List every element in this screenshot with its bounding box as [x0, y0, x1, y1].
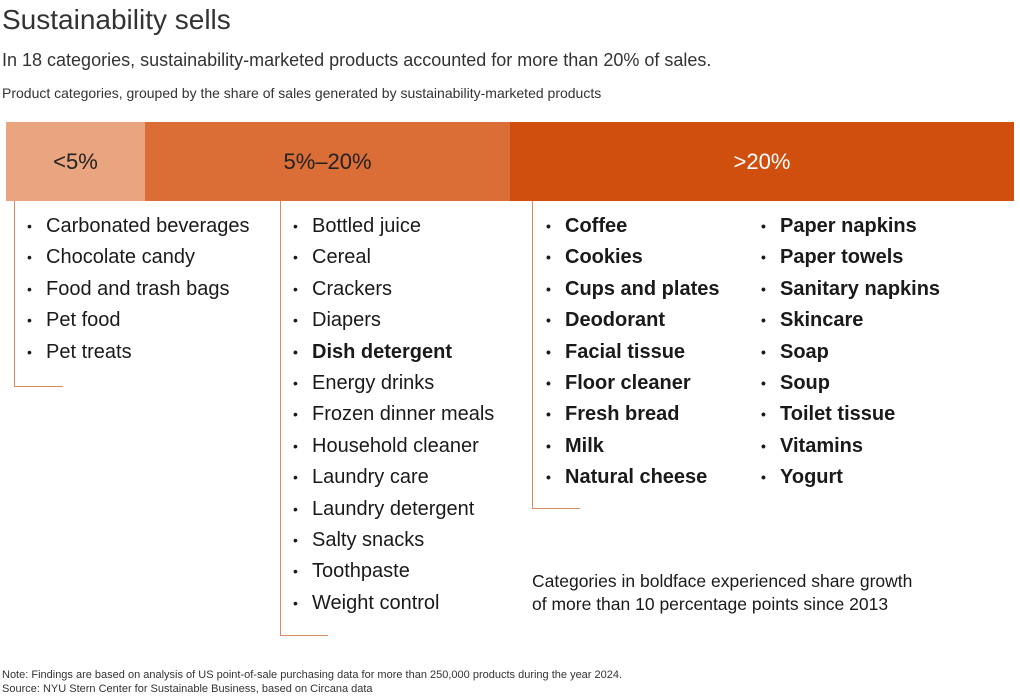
- list-item: Chocolate candy: [27, 242, 249, 274]
- source-text: Source: NYU Stern Center for Sustainable…: [2, 683, 373, 695]
- list-over-20-percent-col1: Coffee Cookies Cups and plates Deodorant…: [546, 211, 719, 494]
- list-over-20-percent-col2: Paper napkins Paper towels Sanitary napk…: [761, 211, 940, 494]
- list-item: Laundry care: [293, 462, 494, 494]
- band-5-to-20-percent-label: 5%–20%: [283, 148, 372, 174]
- list-5-to-20-percent: Bottled juice Cereal Crackers Diapers Di…: [293, 211, 494, 619]
- list-item-bold: Vitamins: [761, 431, 940, 463]
- list-item: Toothpaste: [293, 556, 494, 588]
- boldface-legend-line-2: of more than 10 percentage points since …: [532, 594, 889, 614]
- band-over-20-percent-label: >20%: [733, 148, 791, 174]
- list-item: Weight control: [293, 588, 494, 620]
- list-item-bold: Yogurt: [761, 462, 940, 494]
- list-item-bold: Deodorant: [546, 305, 719, 337]
- list-item: Household cleaner: [293, 431, 494, 463]
- list-item-bold: Dish detergent: [293, 337, 494, 369]
- list-item: Food and trash bags: [27, 274, 249, 306]
- subtitle: In 18 categories, sustainability-markete…: [2, 50, 712, 70]
- list-item: Frozen dinner meals: [293, 399, 494, 431]
- boldface-legend-line-1: Categories in boldface experienced share…: [532, 571, 913, 591]
- band-over-20-percent: >20%: [510, 122, 1014, 201]
- note-text: Note: Findings are based on analysis of …: [2, 669, 623, 681]
- list-item: Salty snacks: [293, 525, 494, 557]
- list-item-bold: Paper napkins: [761, 211, 940, 243]
- list-item-bold: Natural cheese: [546, 462, 719, 494]
- list-item: Cereal: [293, 242, 494, 274]
- list-item-bold: Cookies: [546, 242, 719, 274]
- list-item-bold: Cups and plates: [546, 274, 719, 306]
- chart-description: Product categories, grouped by the share…: [2, 85, 602, 101]
- bracket-under-5-percent: [14, 201, 63, 387]
- band-under-5-percent: <5%: [6, 122, 145, 201]
- list-item: Carbonated beverages: [27, 211, 249, 243]
- list-item-bold: Milk: [546, 431, 719, 463]
- list-item: Diapers: [293, 305, 494, 337]
- list-item-bold: Soap: [761, 337, 940, 369]
- list-item-bold: Floor cleaner: [546, 368, 719, 400]
- list-item: Bottled juice: [293, 211, 494, 243]
- page-title: Sustainability sells: [2, 4, 231, 35]
- band-5-to-20-percent: 5%–20%: [145, 122, 510, 201]
- list-item-bold: Sanitary napkins: [761, 274, 940, 306]
- list-item-bold: Toilet tissue: [761, 399, 940, 431]
- list-item-bold: Skincare: [761, 305, 940, 337]
- bracket-over-20-percent: [532, 201, 580, 509]
- bracket-5-to-20-percent: [280, 201, 328, 636]
- list-item-bold: Paper towels: [761, 242, 940, 274]
- list-item-bold: Coffee: [546, 211, 719, 243]
- list-item: Laundry detergent: [293, 494, 494, 526]
- list-under-5-percent: Carbonated beverages Chocolate candy Foo…: [27, 211, 249, 368]
- list-item: Pet food: [27, 305, 249, 337]
- band-under-5-percent-label: <5%: [53, 148, 98, 174]
- list-item-bold: Soup: [761, 368, 940, 400]
- list-item-bold: Facial tissue: [546, 337, 719, 369]
- list-item: Energy drinks: [293, 368, 494, 400]
- list-item-bold: Fresh bread: [546, 399, 719, 431]
- list-item: Pet treats: [27, 337, 249, 369]
- list-item: Crackers: [293, 274, 494, 306]
- boldface-legend-note: Categories in boldface experienced share…: [532, 570, 912, 616]
